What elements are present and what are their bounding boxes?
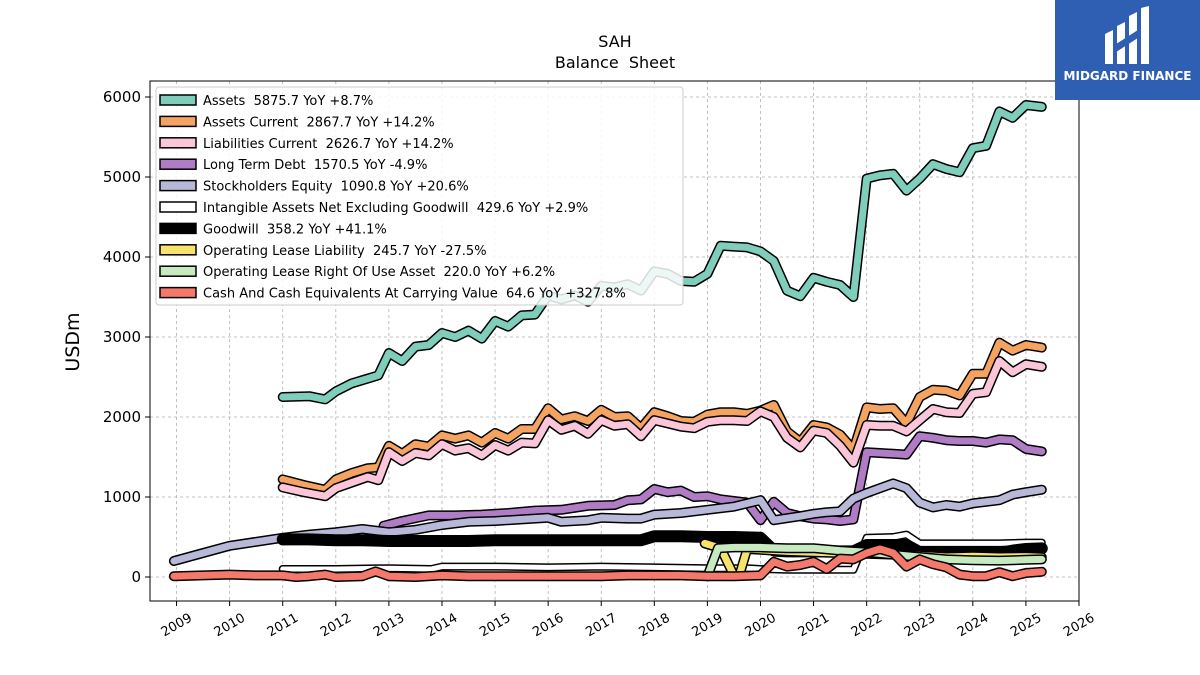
series-lines bbox=[168, 100, 1048, 582]
y-axis-label: USDm bbox=[62, 312, 84, 371]
legend-swatch bbox=[159, 265, 197, 277]
y-tick-label: 2000 bbox=[103, 408, 141, 426]
x-tick-label: 2009 bbox=[159, 611, 195, 641]
legend-label: Operating Lease Right Of Use Asset 220.0… bbox=[203, 265, 555, 280]
y-tick-label: 4000 bbox=[103, 248, 141, 266]
brand-name: MIDGARD FINANCE bbox=[1063, 69, 1192, 83]
x-axis: 2009 2010 2011 2012 2013 2014 2015 2016 2017 2018… bbox=[159, 601, 1097, 641]
legend-swatch bbox=[159, 94, 197, 106]
legend-swatch bbox=[159, 286, 197, 299]
y-tick-label: 6000 bbox=[103, 88, 141, 106]
series-line bbox=[170, 479, 1046, 565]
x-tick-label: 2022 bbox=[849, 611, 885, 641]
x-tick-label: 2025 bbox=[1008, 611, 1044, 641]
series-5 bbox=[278, 530, 1046, 574]
x-tick-label: 2014 bbox=[424, 611, 460, 641]
x-tick-label: 2011 bbox=[265, 611, 301, 641]
chart-subtitle: Balance Sheet bbox=[555, 53, 675, 72]
legend-label: Long Term Debt 1570.5 YoY -4.9% bbox=[203, 158, 427, 173]
legend-swatch bbox=[159, 201, 197, 213]
series-9 bbox=[168, 544, 1047, 582]
legend-swatch bbox=[159, 115, 197, 128]
legend-label: Liabilities Current 2626.7 YoY +14.2% bbox=[203, 137, 454, 152]
brand-logo: MIDGARD FINANCE bbox=[1055, 0, 1200, 100]
brand-mark-icon bbox=[1105, 6, 1149, 64]
y-tick-label: 1000 bbox=[103, 488, 141, 506]
x-tick-label: 2020 bbox=[743, 611, 779, 641]
x-tick-label: 2019 bbox=[690, 611, 726, 641]
legend-swatch bbox=[159, 179, 197, 192]
y-tick-label: 3000 bbox=[103, 328, 141, 346]
legend-label: Operating Lease Liability 245.7 YoY -27.… bbox=[203, 244, 487, 259]
y-tick-label: 0 bbox=[131, 568, 141, 586]
legend-swatch bbox=[159, 222, 197, 235]
legend-label: Stockholders Equity 1090.8 YoY +20.6% bbox=[203, 180, 469, 195]
x-tick-label: 2018 bbox=[636, 611, 672, 641]
legend-label: Assets Current 2867.7 YoY +14.2% bbox=[203, 115, 435, 130]
legend: Assets 5875.7 YoY +8.7% Assets Current 28… bbox=[155, 86, 684, 306]
plot-frame bbox=[149, 80, 1080, 602]
x-tick-label: 2024 bbox=[955, 611, 991, 641]
legend-label: Assets 5875.7 YoY +8.7% bbox=[203, 94, 373, 109]
series-line-outline bbox=[277, 356, 1047, 502]
chart-title: SAH bbox=[598, 32, 631, 51]
x-tick-label: 2023 bbox=[902, 611, 938, 641]
legend-label: Intangible Assets Net Excluding Goodwill… bbox=[203, 201, 588, 216]
y-axis: 0 1000 2000 3000 4000 5000 6000 bbox=[103, 88, 150, 586]
x-tick-label: 2017 bbox=[583, 611, 619, 641]
x-tick-label: 2012 bbox=[318, 611, 354, 641]
legend-label: Goodwill 358.2 YoY +41.1% bbox=[203, 222, 387, 237]
series-line bbox=[279, 339, 1046, 494]
legend-box bbox=[155, 86, 684, 306]
series-4 bbox=[168, 478, 1047, 566]
legend-swatch bbox=[159, 137, 197, 149]
legend-swatch bbox=[159, 244, 197, 256]
y-tick-label: 5000 bbox=[103, 168, 141, 186]
x-tick-label: 2016 bbox=[530, 611, 566, 641]
x-tick-label: 2010 bbox=[212, 611, 248, 641]
series-1 bbox=[277, 337, 1047, 495]
x-tick-label: 2026 bbox=[1061, 611, 1097, 641]
x-tick-label: 2013 bbox=[371, 611, 407, 641]
series-line bbox=[170, 545, 1046, 581]
series-line bbox=[279, 357, 1046, 500]
series-line bbox=[280, 532, 1045, 573]
x-tick-label: 2021 bbox=[796, 611, 832, 641]
legend-label: Cash And Cash Equivalents At Carrying Va… bbox=[203, 287, 626, 302]
x-tick-label: 2015 bbox=[477, 611, 513, 641]
series-2 bbox=[277, 356, 1047, 502]
legend-swatch bbox=[159, 158, 197, 170]
